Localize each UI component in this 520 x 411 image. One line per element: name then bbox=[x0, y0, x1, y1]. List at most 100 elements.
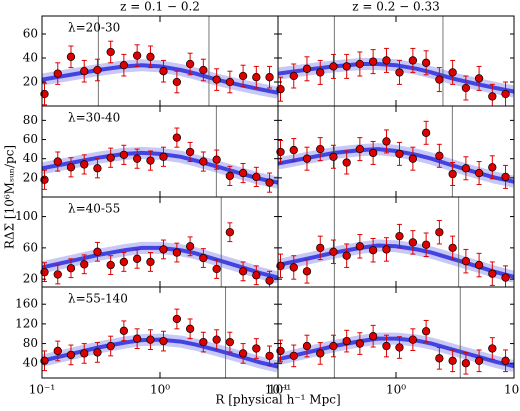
data-point bbox=[302, 64, 312, 73]
data-point bbox=[238, 168, 248, 178]
data-point bbox=[172, 248, 182, 257]
y-tick-label: 80 bbox=[23, 113, 38, 127]
data-point bbox=[185, 324, 195, 333]
data-point bbox=[199, 253, 208, 263]
data-point bbox=[185, 59, 195, 69]
data-point bbox=[132, 334, 142, 343]
panel-label: λ=30-40 bbox=[68, 111, 120, 125]
data-point bbox=[40, 267, 49, 277]
data-point bbox=[252, 344, 261, 353]
data-point bbox=[252, 73, 261, 82]
data-point bbox=[132, 154, 142, 163]
data-point bbox=[80, 260, 89, 269]
data-point bbox=[53, 69, 62, 78]
data-point bbox=[448, 356, 457, 365]
data-point bbox=[316, 243, 325, 253]
data-point bbox=[172, 133, 182, 142]
data-point bbox=[93, 164, 102, 173]
data-point bbox=[80, 67, 89, 76]
column-title: z = 0.2 − 0.33 bbox=[352, 0, 440, 14]
data-point bbox=[448, 243, 457, 253]
x-tick-label: 10⁰ bbox=[386, 383, 406, 397]
data-point bbox=[93, 247, 102, 256]
data-point bbox=[276, 346, 285, 356]
data-point bbox=[461, 83, 471, 93]
y-tick-label: 160 bbox=[15, 297, 38, 311]
data-point bbox=[212, 155, 221, 164]
data-point bbox=[238, 349, 248, 358]
data-point bbox=[408, 154, 418, 163]
data-point bbox=[408, 335, 418, 344]
data-point bbox=[408, 56, 418, 65]
data-point bbox=[53, 270, 62, 279]
data-point bbox=[212, 335, 221, 344]
y-tick-label: 20 bbox=[23, 170, 38, 184]
data-point bbox=[159, 67, 168, 76]
data-point bbox=[435, 75, 444, 84]
data-point bbox=[106, 47, 115, 57]
y-tick-label: 80 bbox=[23, 336, 38, 350]
data-point bbox=[106, 260, 115, 270]
data-point bbox=[238, 267, 248, 276]
data-point bbox=[159, 152, 168, 161]
data-point bbox=[159, 336, 168, 346]
panel-label: λ=20-30 bbox=[68, 21, 120, 35]
data-point bbox=[265, 351, 274, 361]
data-point bbox=[289, 71, 298, 81]
data-point bbox=[172, 77, 182, 87]
data-point bbox=[146, 156, 155, 165]
data-point bbox=[225, 228, 235, 237]
model-line bbox=[42, 337, 278, 369]
data-point bbox=[329, 247, 338, 256]
data-point bbox=[276, 85, 285, 94]
data-point bbox=[474, 74, 484, 83]
data-point bbox=[355, 242, 365, 251]
data-point bbox=[368, 332, 378, 341]
data-point bbox=[395, 149, 404, 159]
y-tick-label: 120 bbox=[15, 316, 38, 330]
data-point bbox=[408, 238, 418, 247]
data-point bbox=[368, 246, 378, 255]
data-point bbox=[225, 337, 235, 347]
data-point bbox=[448, 68, 457, 77]
data-point bbox=[461, 257, 471, 266]
data-point bbox=[40, 89, 49, 99]
data-point bbox=[225, 171, 235, 181]
data-point bbox=[119, 61, 129, 70]
data-point bbox=[342, 336, 351, 346]
data-point bbox=[146, 335, 155, 344]
y-tick-label: 100 bbox=[15, 209, 38, 223]
data-point bbox=[342, 251, 351, 260]
data-point bbox=[355, 59, 365, 69]
data-point bbox=[199, 65, 208, 75]
data-point bbox=[53, 157, 62, 166]
data-point bbox=[252, 172, 261, 182]
data-point bbox=[252, 271, 261, 280]
data-point bbox=[265, 73, 274, 82]
data-point bbox=[185, 242, 195, 251]
panel-label: λ=55-140 bbox=[68, 292, 128, 306]
data-point bbox=[461, 164, 471, 173]
data-point bbox=[289, 145, 298, 155]
data-point bbox=[501, 89, 510, 99]
data-point bbox=[395, 343, 404, 352]
data-point bbox=[474, 260, 484, 270]
data-point bbox=[435, 228, 444, 237]
data-point bbox=[66, 52, 76, 61]
data-point bbox=[66, 163, 76, 172]
data-point bbox=[159, 245, 168, 254]
data-point bbox=[342, 62, 351, 71]
data-point bbox=[80, 349, 89, 358]
data-point bbox=[66, 350, 76, 360]
data-point bbox=[225, 77, 235, 87]
data-point bbox=[382, 56, 391, 65]
data-point bbox=[119, 326, 129, 335]
y-tick-label: 40 bbox=[23, 356, 38, 370]
data-point bbox=[329, 341, 338, 351]
data-point bbox=[93, 65, 102, 75]
data-point bbox=[421, 58, 431, 67]
panel-label: λ=40-55 bbox=[68, 202, 120, 216]
data-point bbox=[421, 128, 431, 137]
y-tick-label: 40 bbox=[23, 151, 38, 165]
data-point bbox=[501, 356, 510, 365]
